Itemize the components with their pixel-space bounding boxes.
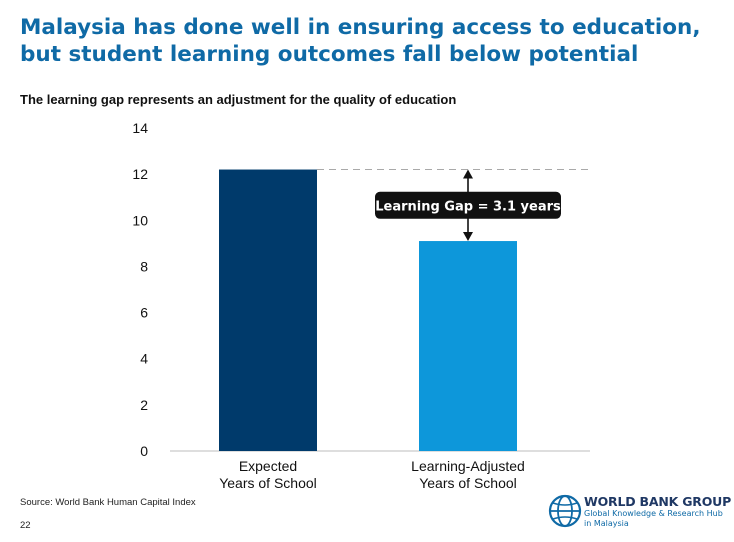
page-title: Malaysia has done well in ensuring acces… [20, 14, 720, 68]
title-line-1: Malaysia has done well in ensuring acces… [20, 15, 701, 40]
y-tick-label: 4 [140, 351, 148, 367]
chart-subtitle: The learning gap represents an adjustmen… [20, 92, 457, 107]
x-category-label: Expected [239, 458, 297, 474]
logo-name: WORLD BANK GROUP [584, 494, 732, 509]
page-number: 22 [20, 520, 31, 531]
gap-arrow-head-bottom [463, 232, 473, 242]
y-tick-label: 0 [140, 443, 148, 459]
gap-annotation-label: Learning Gap = 3.1 years [375, 199, 561, 214]
y-tick-label: 2 [140, 397, 148, 413]
gap-arrow-head-top [463, 169, 473, 179]
logo-subtitle-2: in Malaysia [584, 518, 629, 528]
source-note: Source: World Bank Human Capital Index [20, 497, 196, 508]
bar [419, 241, 517, 451]
y-tick-label: 14 [132, 120, 148, 136]
logo-subtitle-1: Global Knowledge & Research Hub [584, 509, 723, 518]
x-category-label: Years of School [219, 475, 317, 491]
x-category-label: Years of School [419, 475, 517, 491]
y-tick-label: 12 [132, 166, 148, 182]
bar [219, 169, 317, 451]
world-bank-logo: WORLD BANK GROUP Global Knowledge & Rese… [548, 493, 732, 533]
gap-annotation-box [375, 191, 561, 219]
y-tick-label: 6 [140, 305, 148, 321]
y-tick-label: 10 [132, 212, 148, 228]
y-tick-label: 8 [140, 258, 148, 274]
globe-icon [548, 494, 582, 528]
x-category-label: Learning-Adjusted [411, 458, 525, 474]
title-line-2: but student learning outcomes fall below… [20, 42, 639, 67]
